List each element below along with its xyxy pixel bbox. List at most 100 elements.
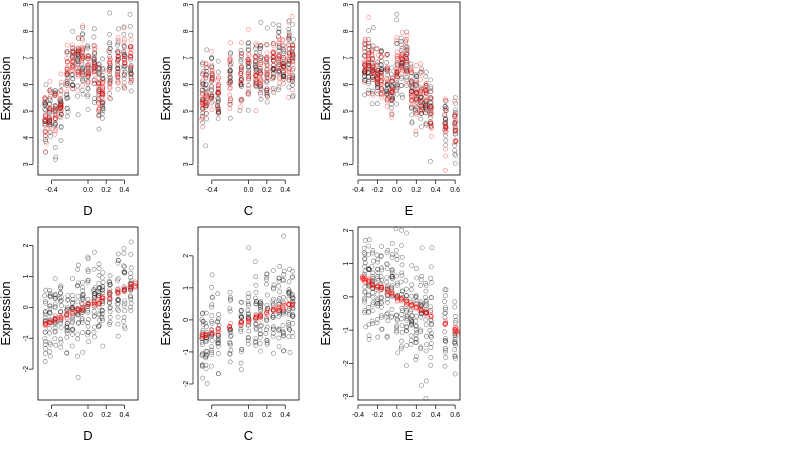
chart5-point-red-69	[408, 303, 414, 309]
chart2-point-red-254	[443, 123, 448, 129]
chart5-point-red-17	[366, 279, 372, 285]
chart2-point-red-104	[389, 114, 394, 120]
chart3-point-red-29	[64, 310, 70, 315]
chart1-point-red-174	[270, 87, 276, 93]
chart1-point-black-198	[263, 59, 269, 65]
chart3-x-tick-label-2: 0.2	[101, 412, 111, 419]
chart0-point-red-220	[115, 66, 121, 72]
chart1-point-black-55	[209, 83, 215, 89]
chart4-point-black-159	[252, 295, 258, 301]
chart5-point-black-14	[362, 260, 368, 266]
chart2-point-red-41	[369, 52, 375, 57]
chart1-point-black-90	[227, 58, 233, 64]
chart2-point-red-69	[379, 88, 385, 93]
chart3-point-black-19	[42, 329, 48, 335]
chart1-point-red-190	[276, 62, 282, 68]
chart4-point-black-97	[227, 350, 233, 356]
chart5-point-black-119	[384, 261, 389, 267]
chart2-point-black-53	[369, 101, 375, 107]
chart3-point-black-137	[75, 262, 81, 268]
chart4-point-black-37	[203, 348, 209, 354]
chart1-point-black-57	[209, 87, 215, 93]
chart3-point-black-11	[42, 336, 48, 341]
chart2-point-red-9	[362, 71, 368, 76]
chart2-point-black-255	[418, 124, 424, 130]
chart5-point-black-170	[399, 273, 405, 278]
chart0-point-red-170	[96, 96, 102, 102]
chart4-point-black-280	[290, 274, 295, 280]
chart0-y-tick-label-4: 7	[23, 56, 30, 60]
chart2-point-red-105	[389, 75, 395, 81]
chart5-point-black-251	[418, 283, 423, 288]
chart2-point-red-31	[365, 90, 371, 96]
chart0-point-black-169	[85, 106, 91, 112]
chart4-point-black-36	[203, 362, 209, 368]
chart1-point-red-111	[246, 70, 252, 76]
chart1-point-black-202	[270, 21, 276, 27]
chart1-point-black-218	[270, 85, 276, 91]
chart5-point-black-53	[370, 258, 376, 264]
chart4-x-tick-label-0: -0.4	[206, 412, 218, 419]
chart0-point-red-251	[128, 54, 133, 60]
chart4-point-black-80	[227, 334, 233, 340]
chart4: -0.4 0.0 0.2 0.4 -2 -1 0 1 2 C Expression	[158, 226, 300, 443]
chart0-point-red-114	[80, 23, 85, 29]
chart5-point-red-71	[408, 299, 414, 305]
chart5-point-black-41	[369, 273, 375, 279]
chart5-x-tick-label-0: -0.4	[352, 412, 364, 419]
chart2-point-red-52	[375, 60, 380, 66]
chart5-point-black-17	[362, 308, 368, 313]
chart5-point-black-189	[403, 328, 409, 334]
chart3-point-black-182	[92, 324, 97, 330]
chart0-point-black-2	[42, 106, 48, 112]
chart0-point-red-191	[100, 98, 106, 104]
chart0-point-black-198	[91, 56, 97, 61]
chart4-point-black-144	[252, 259, 258, 265]
chart2-point-red-250	[443, 108, 449, 113]
chart5-point-black-280	[429, 331, 434, 336]
chart0-point-red-208	[115, 37, 121, 43]
chart3-point-black-239	[99, 275, 105, 281]
chart1-point-red-213	[286, 77, 292, 82]
chart1-point-red-83	[238, 72, 244, 78]
chart3-point-black-93	[65, 327, 71, 333]
chart4-y-tick-label-2: 0	[183, 318, 190, 322]
chart1-point-red-225	[290, 66, 296, 71]
chart0-point-red-212	[115, 53, 121, 59]
chart2-point-red-73	[379, 73, 384, 79]
chart3-point-black-291	[121, 246, 127, 251]
chart3-point-black-194	[91, 291, 97, 297]
chart0-point-red-88	[70, 86, 76, 92]
chart1-point-red-110	[246, 52, 252, 58]
chart2-point-red-116	[394, 35, 400, 41]
chart5-point-black-253	[419, 301, 424, 307]
chart5-point-black-268	[423, 282, 429, 288]
chart0-point-red-126	[79, 56, 85, 61]
chart1-point-black-116	[238, 56, 244, 62]
chart2-point-black-179	[400, 95, 405, 100]
chart3-point-black-31	[47, 306, 53, 312]
chart1-point-red-57	[215, 82, 221, 88]
chart3-point-red-88	[121, 289, 127, 294]
chart5-point-black-234	[413, 336, 419, 342]
chart3-point-red-79	[115, 286, 121, 292]
chart3-point-black-126	[75, 312, 81, 318]
chart2-point-red-93	[384, 92, 390, 98]
chart3-point-red-41	[75, 307, 81, 313]
chart2-point-black-236	[414, 73, 420, 79]
chart0-point-red-222	[115, 50, 121, 56]
chart4-point-black-44	[209, 302, 215, 308]
chart1-point-black-220	[276, 48, 282, 54]
chart0-point-red-231	[121, 44, 127, 49]
chart3-point-black-235	[100, 290, 105, 296]
chart4-point-black-239	[276, 314, 282, 320]
chart3: -0.4 0.0 0.2 0.4 -2 -1 0 1 2 D Expression	[0, 226, 139, 443]
chart3-point-black-318	[128, 301, 134, 306]
chart1-point-black-170	[258, 54, 264, 60]
chart2-point-red-227	[428, 89, 434, 94]
chart0-point-black-52	[52, 123, 58, 129]
chart5-point-black-200	[408, 342, 414, 347]
chart4-point-black-6	[200, 318, 206, 324]
chart2-point-red-170	[408, 103, 414, 109]
chart0-point-red-83	[70, 67, 75, 72]
